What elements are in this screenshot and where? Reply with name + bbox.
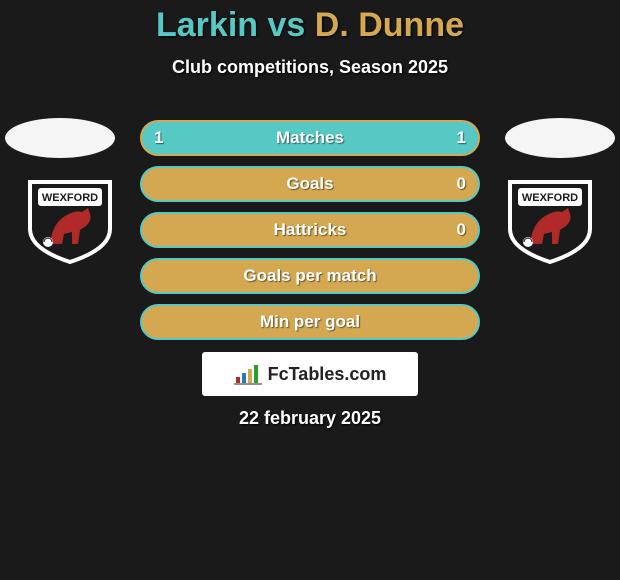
- club-crest-icon: WEXFORD: [500, 174, 600, 264]
- svg-text:WEXFORD: WEXFORD: [42, 192, 98, 204]
- player2-club-badge: WEXFORD: [500, 174, 600, 264]
- stat-label: Matches: [276, 128, 344, 148]
- player2-name: D. Dunne: [315, 6, 464, 44]
- club-crest-icon: WEXFORD: [20, 174, 120, 264]
- player1-club-badge: WEXFORD: [20, 174, 120, 264]
- stat-right-value: 1: [457, 128, 466, 148]
- player1-name: Larkin: [156, 6, 258, 44]
- stat-row: Goals 0: [140, 166, 480, 202]
- stat-row: 1 Matches 1: [140, 120, 480, 156]
- vs-text: vs: [268, 6, 306, 44]
- stat-label: Hattricks: [274, 220, 347, 240]
- comparison-title: Larkin vs D. Dunne: [0, 0, 620, 45]
- stat-label: Goals: [286, 174, 333, 194]
- bar-chart-icon: [234, 363, 262, 385]
- stat-right-value: 0: [457, 220, 466, 240]
- player2-avatar-placeholder: [505, 118, 615, 158]
- stat-row: Hattricks 0: [140, 212, 480, 248]
- stat-row: Min per goal: [140, 304, 480, 340]
- stat-label: Min per goal: [260, 312, 360, 332]
- stat-left-value: 1: [154, 128, 163, 148]
- subtitle: Club competitions, Season 2025: [0, 57, 620, 78]
- footer-brand-text: FcTables.com: [268, 364, 387, 385]
- stat-row: Goals per match: [140, 258, 480, 294]
- date-text: 22 february 2025: [0, 408, 620, 429]
- fctables-logo: FcTables.com: [202, 352, 418, 396]
- stat-right-value: 0: [457, 174, 466, 194]
- stats-container: 1 Matches 1 Goals 0 Hattricks 0 Goals per match…: [140, 120, 480, 350]
- stat-label: Goals per match: [243, 266, 376, 286]
- svg-text:WEXFORD: WEXFORD: [522, 192, 578, 204]
- player1-avatar-placeholder: [5, 118, 115, 158]
